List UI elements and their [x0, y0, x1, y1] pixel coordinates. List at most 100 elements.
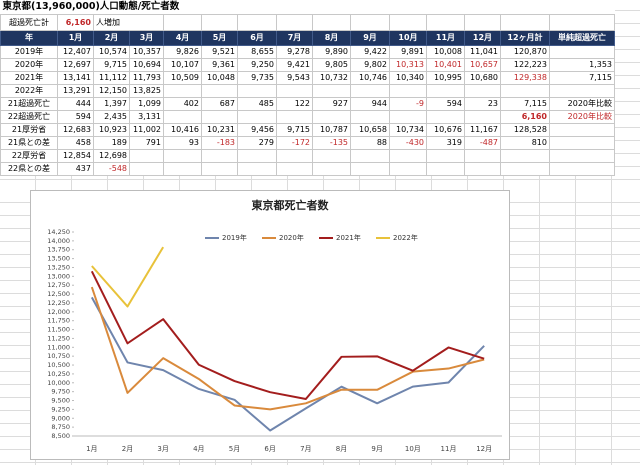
cell	[426, 84, 465, 98]
cell: 10,676	[426, 123, 465, 137]
cell: 9,543	[276, 71, 313, 85]
y-tick-label: 10,000	[47, 379, 70, 387]
cell: 10,680	[464, 71, 501, 85]
cell: -548	[93, 162, 130, 176]
x-tick-label: 11月	[441, 445, 457, 453]
cell: 2020年比較	[549, 97, 615, 111]
x-tick-label: 8月	[336, 445, 347, 453]
cell: 485	[237, 97, 277, 111]
cell: 21超過死亡	[0, 97, 58, 111]
cell	[201, 84, 238, 98]
cell: 10,787	[312, 123, 351, 137]
cell: -135	[312, 136, 351, 150]
cell	[464, 162, 501, 176]
cell: 12,683	[57, 123, 94, 137]
cell	[549, 84, 615, 98]
cell: 402	[163, 97, 202, 111]
cell: 人増加	[93, 14, 164, 31]
cell	[312, 14, 351, 31]
cell: 9,361	[201, 58, 238, 72]
cell	[312, 162, 351, 176]
cell	[500, 14, 550, 31]
cell	[389, 149, 427, 163]
cell	[464, 14, 501, 31]
cell: 21厚労省	[0, 123, 58, 137]
y-tick-label: 8,750	[51, 423, 70, 431]
cell: 791	[129, 136, 164, 150]
cell: 12,150	[93, 84, 130, 98]
cell: 2020年	[0, 58, 58, 72]
cell	[426, 110, 465, 124]
data-row: 21超過死亡 444 1,397 1,099 402 687 485 122 927 944 -9 5…	[0, 97, 615, 111]
cell: 129,338	[500, 71, 550, 85]
cell: 2019年	[0, 45, 58, 59]
y-tick-label: 9,000	[51, 414, 70, 422]
cell: 10,574	[93, 45, 130, 59]
cell	[276, 149, 313, 163]
cell	[500, 162, 550, 176]
cell: 21県との差	[0, 136, 58, 150]
series-line	[90, 296, 485, 432]
legend-label: 2019年	[222, 233, 247, 242]
cell: 11,112	[93, 71, 130, 85]
cell	[276, 162, 313, 176]
x-tick-label: 4月	[193, 445, 204, 453]
cell: 11,041	[464, 45, 501, 59]
cell: 687	[201, 97, 238, 111]
cell: 2,435	[93, 110, 130, 124]
cell: -430	[389, 136, 427, 150]
cell: 8,655	[237, 45, 277, 59]
cell: 5月	[201, 30, 238, 46]
cell	[237, 110, 277, 124]
data-row: 22厚労省 12,854 12,698	[0, 149, 615, 163]
cell: 10,357	[129, 45, 164, 59]
y-tick-label: 12,500	[47, 290, 70, 298]
y-tick-label: 11,750	[47, 317, 70, 325]
cell: 9,278	[276, 45, 313, 59]
cell	[276, 14, 313, 31]
cell: 10,107	[163, 58, 202, 72]
cell	[389, 110, 427, 124]
data-row: 21県との差 458 189 791 93 -183 279 -172 -135 88 -430 31…	[0, 136, 615, 150]
cell: 13,141	[57, 71, 94, 85]
y-tick-label: 9,750	[51, 388, 70, 396]
cell	[389, 14, 427, 31]
cell	[163, 162, 202, 176]
cell: 128,528	[500, 123, 550, 137]
cell	[464, 149, 501, 163]
cell	[389, 84, 427, 98]
cell: 9,456	[237, 123, 277, 137]
data-row: 21厚労省 12,683 10,923 11,002 10,416 10,231 9,456…	[0, 123, 615, 137]
x-tick-label: 9月	[371, 445, 382, 453]
cell	[276, 110, 313, 124]
cell	[312, 110, 351, 124]
y-tick-label: 10,750	[47, 352, 70, 360]
chart-frame	[30, 190, 510, 460]
cell: 189	[93, 136, 130, 150]
cell: 10,401	[426, 58, 465, 72]
cell: 437	[57, 162, 94, 176]
x-tick-label: 5月	[229, 445, 240, 453]
cell	[549, 45, 615, 59]
x-tick-label: 6月	[264, 445, 275, 453]
cell	[549, 162, 615, 176]
cell: 279	[237, 136, 277, 150]
chart-title: 東京都死亡者数	[252, 198, 330, 212]
cell: 10,732	[312, 71, 351, 85]
cell	[350, 84, 390, 98]
cell: 単純超過死亡	[549, 30, 615, 46]
cell	[549, 14, 615, 31]
cell	[163, 110, 202, 124]
cell	[389, 162, 427, 176]
cell: 12月	[464, 30, 501, 46]
y-tick-label: 12,000	[47, 308, 70, 316]
cell: 122	[276, 97, 313, 111]
data-row: 2021年 13,141 11,112 11,793 10,509 10,048 9,735…	[0, 71, 615, 85]
legend-label: 2020年	[279, 233, 304, 242]
cell	[276, 84, 313, 98]
cell: 9,521	[201, 45, 238, 59]
y-tick-label: 9,500	[51, 397, 70, 405]
cell: 10,734	[389, 123, 427, 137]
cell: 年	[0, 30, 58, 46]
cell: 6,160	[57, 14, 94, 31]
